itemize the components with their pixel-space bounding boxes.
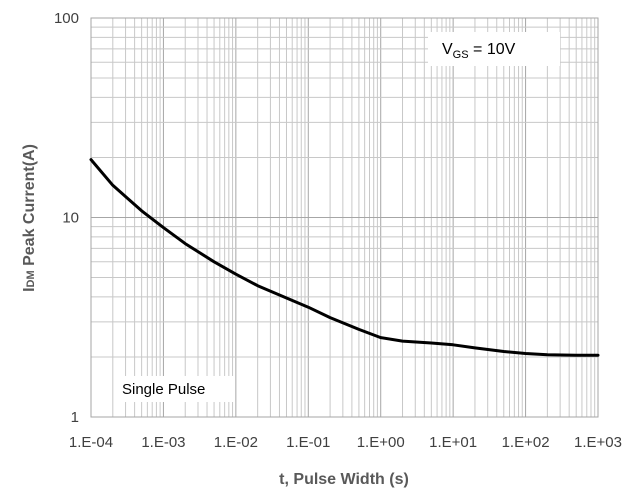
x-tick-label: 1.E-01 <box>286 434 330 451</box>
x-axis-label: t, Pulse Width (s) <box>279 471 409 488</box>
y-axis-label: IDM Peak Current(A) <box>21 144 38 292</box>
x-tick-label: 1.E-03 <box>141 434 185 451</box>
vgs-annotation-bg <box>428 32 560 66</box>
vgs-sub: GS <box>453 49 469 61</box>
plot-frame <box>90 17 599 418</box>
x-tick-labels: 1.E-04 1.E-03 1.E-02 1.E-01 1.E+00 1.E+01 1.E+… <box>69 434 622 451</box>
grid <box>90 18 598 418</box>
peak-current-curve <box>89 158 600 357</box>
y-tick-labels: 1 10 100 <box>54 10 79 426</box>
x-tick-label: 1.E+00 <box>357 434 405 451</box>
x-tick-label: 1.E-02 <box>214 434 258 451</box>
y-tick-label: 10 <box>62 210 79 227</box>
y-tick-label: 1 <box>71 409 79 426</box>
series-layer <box>89 158 600 357</box>
vgs-annotation-text: VGS = 10V <box>442 41 516 61</box>
y-axis-label-prefix: I <box>21 287 38 291</box>
x-tick-label: 1.E+01 <box>429 434 477 451</box>
single-pulse-bg <box>116 376 234 402</box>
vgs-main: V <box>442 41 453 58</box>
x-tick-label: 1.E+02 <box>502 434 550 451</box>
y-axis-label-sub: DM <box>25 270 37 287</box>
single-pulse-annotation: Single Pulse <box>116 376 234 402</box>
y-tick-label: 100 <box>54 10 79 27</box>
single-pulse-label: Single Pulse <box>122 381 205 398</box>
x-tick-label: 1.E-04 <box>69 434 113 451</box>
vgs-annotation: VGS = 10V <box>428 32 560 66</box>
vgs-rest: = 10V <box>469 41 516 58</box>
x-tick-label: 1.E+03 <box>574 434 622 451</box>
y-axis-label-rest: Peak Current(A) <box>21 144 38 270</box>
